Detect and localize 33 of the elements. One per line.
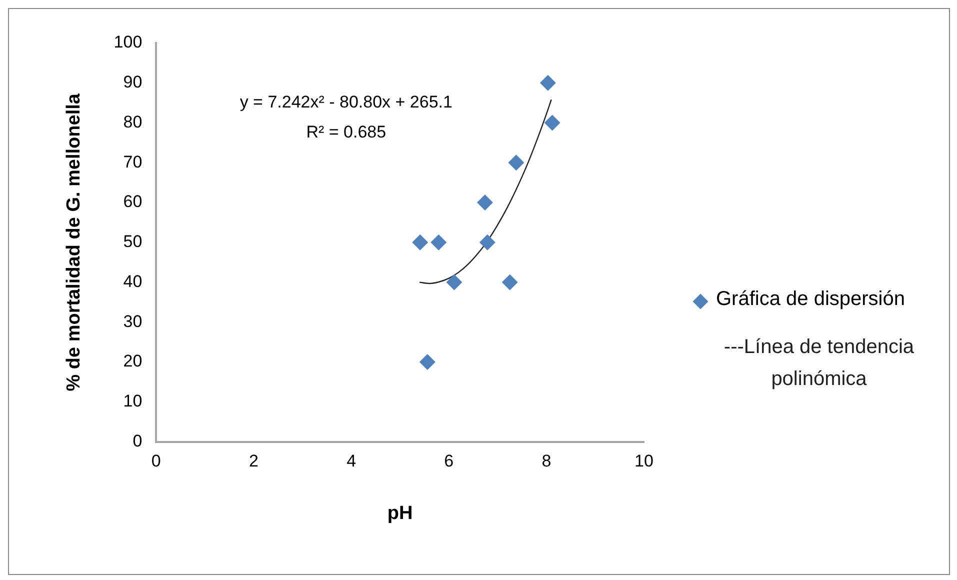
point [479,234,496,250]
point [540,74,556,91]
y-tick-label: 0 [132,431,142,450]
y-axis-title: % de mortalidad de G. mellonella [64,93,85,392]
x-tick-label: 2 [248,452,258,471]
point [476,194,493,211]
y-tick-label: 20 [123,352,142,371]
x-tick-label: 10 [634,452,654,471]
annotation: y = 7.242x² - 80.80x + 265.1 [240,92,452,112]
y-tick-label: 40 [123,272,142,291]
y-tick-label: 70 [123,152,142,172]
x-tick-label: 0 [151,452,161,471]
point [412,234,428,250]
text: ---Línea de tendencia polinómica [722,335,916,392]
x-tick-label: 8 [542,452,552,471]
x-tick-label: 4 [346,452,356,471]
y-tick-label: 80 [123,112,142,132]
y-tick-label: 100 [114,32,142,52]
x-tick-label: 6 [444,452,454,471]
point [544,114,560,131]
y-tick-label: 50 [123,232,142,252]
x-axis-title: pH [387,502,413,524]
y-tick-label: 10 [123,392,142,411]
y-tick-label: 90 [123,72,142,92]
point [502,274,518,290]
point [508,154,524,171]
y-tick-label: 30 [123,312,142,331]
annotation: R² = 0.685 [306,122,386,142]
legend-label: Gráfica de dispersión [716,287,905,312]
point [419,354,436,370]
point [446,274,462,290]
y-tick-label: 60 [123,192,142,212]
point [430,234,447,250]
